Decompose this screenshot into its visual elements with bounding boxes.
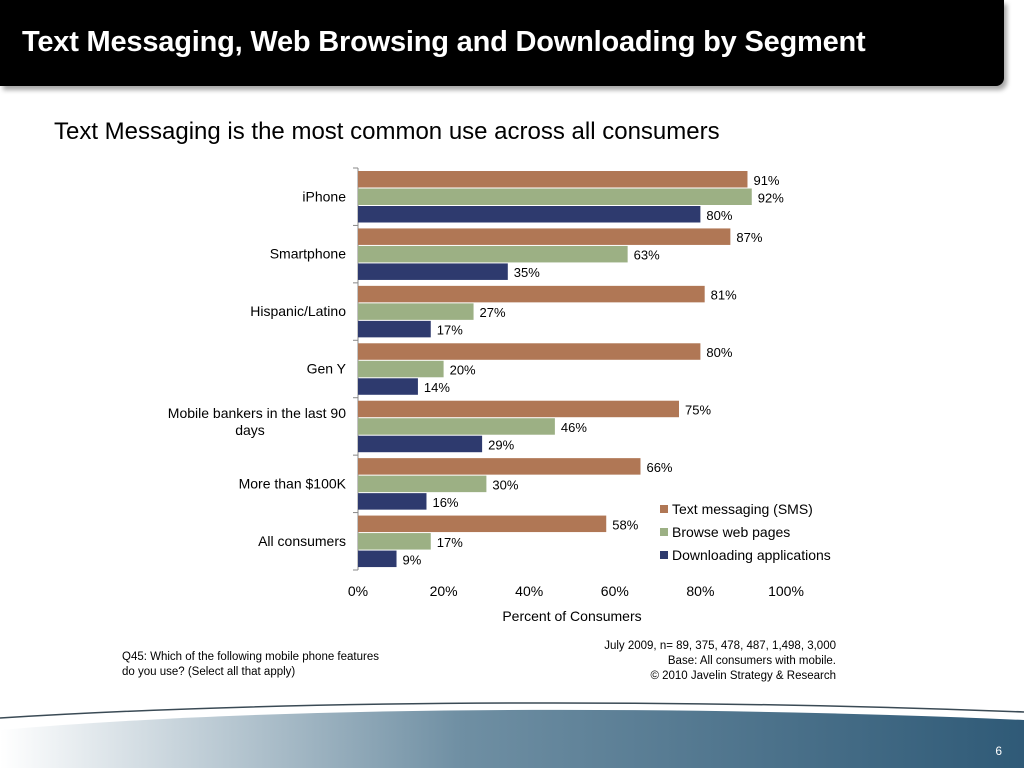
category-label: All consumers [258, 533, 346, 549]
bar [358, 400, 679, 418]
x-tick-label: 80% [686, 583, 714, 599]
data-label: 91% [753, 173, 779, 188]
bar [358, 515, 607, 533]
x-tick-label: 20% [430, 583, 458, 599]
category-label: Gen Y [307, 361, 347, 377]
survey-question: Q45: Which of the following mobile phone… [122, 651, 379, 678]
category-label: iPhone [302, 188, 346, 204]
data-label: 17% [437, 535, 463, 550]
bar [358, 343, 701, 360]
data-label: 20% [450, 363, 476, 378]
data-label: 14% [424, 380, 450, 395]
bar [358, 435, 483, 453]
data-label: 9% [403, 552, 422, 567]
source-note: July 2009, n= 89, 375, 478, 487, 1,498, … [604, 639, 836, 684]
data-label: 75% [685, 402, 711, 417]
x-tick-label: 0% [348, 583, 368, 599]
bar [358, 458, 641, 475]
slide-subtitle: Text Messaging is the most common use ac… [54, 118, 720, 145]
category-label: Hispanic/Latino [250, 303, 346, 319]
data-label: 29% [488, 437, 514, 452]
bar [358, 303, 474, 320]
legend-swatch [660, 528, 668, 536]
bar [358, 360, 444, 378]
data-label: 35% [514, 265, 540, 280]
bar [358, 533, 431, 550]
data-label: 17% [437, 323, 463, 338]
category-label: days [235, 422, 265, 438]
data-label: 30% [492, 477, 518, 492]
x-tick-label: 60% [601, 583, 629, 599]
bar [358, 228, 731, 245]
bar [358, 245, 628, 263]
legend-label: Text messaging (SMS) [672, 501, 813, 517]
category-label: Mobile bankers in the last 90 [168, 405, 346, 421]
data-label: 92% [758, 190, 784, 205]
bar [358, 285, 705, 303]
legend-label: Downloading applications [672, 547, 831, 563]
bar [358, 550, 397, 568]
legend-swatch [660, 551, 668, 559]
data-label: 80% [706, 208, 732, 223]
title-bar: Text Messaging, Web Browsing and Downloa… [0, 0, 1004, 86]
legend-swatch [660, 505, 668, 513]
data-label: 16% [432, 495, 458, 510]
slide-title: Text Messaging, Web Browsing and Downloa… [22, 26, 866, 58]
data-label: 81% [711, 288, 737, 303]
bar [358, 188, 752, 205]
category-label: Smartphone [270, 246, 346, 262]
x-tick-label: 100% [768, 583, 804, 599]
bar [358, 320, 431, 338]
data-label: 27% [480, 305, 506, 320]
data-label: 80% [706, 345, 732, 360]
x-axis-label: Percent of Consumers [502, 608, 641, 624]
bar-chart: 91% 92% 80% iPhone 87% 63% 35% Smartphone 81% 27%… [168, 167, 831, 624]
bar [358, 418, 555, 435]
bar [358, 206, 701, 223]
bar [358, 493, 427, 510]
x-tick-label: 40% [515, 583, 543, 599]
footer-swoosh [0, 702, 1024, 768]
bar [358, 378, 418, 395]
data-label: 87% [736, 230, 762, 245]
category-label: More than $100K [239, 475, 347, 491]
source-line: July 2009, n= 89, 375, 478, 487, 1,498, … [604, 640, 836, 652]
data-label: 58% [612, 517, 638, 532]
bar [358, 263, 508, 280]
source-line: © 2010 Javelin Strategy & Research [650, 670, 836, 682]
data-label: 66% [646, 460, 672, 475]
bar [358, 475, 487, 493]
source-line: Base: All consumers with mobile. [667, 655, 836, 667]
data-label: 63% [634, 248, 660, 263]
legend-label: Browse web pages [672, 524, 790, 540]
data-label: 46% [561, 420, 587, 435]
bar [358, 171, 748, 188]
page-number: 6 [995, 744, 1002, 758]
